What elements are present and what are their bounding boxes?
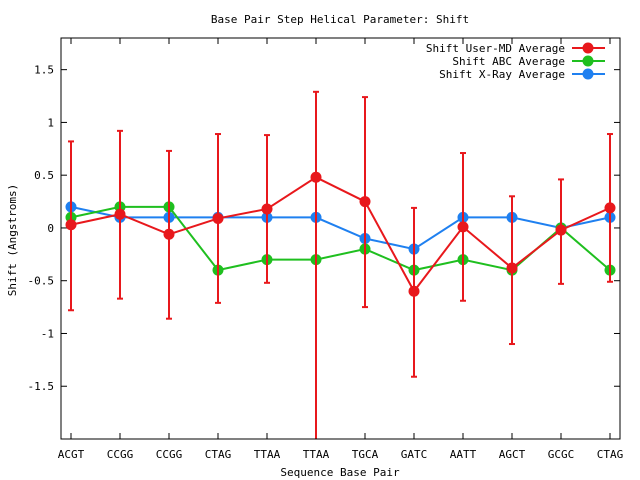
data-point [310,171,322,183]
x-tick-label: AATT [450,448,477,461]
x-axis-label: Sequence Base Pair [280,466,400,479]
tick-labels: -1.5 -1 -0.5 0 0.5 1 1.5 ACGT CCGG CCGG CTAG TTAA TT… [28,64,624,461]
y-tick-label: 0 [47,222,54,235]
y-tick-label: 1.5 [34,64,54,77]
y-tick-label: 1 [47,116,54,129]
x-tick-label: GATC [401,448,428,461]
legend-marker [582,42,594,54]
data-point [163,228,175,240]
y-tick-label: 0.5 [34,169,54,182]
data-point [212,212,224,224]
data-point [506,262,518,274]
legend-marker [582,68,594,80]
data-point [65,219,77,231]
axis-ticks [61,38,620,439]
x-tick-label: ACGT [58,448,85,461]
y-tick-label: -0.5 [28,275,55,288]
series-line [70,205,611,251]
legend-label: Shift User-MD Average [426,42,565,55]
x-tick-label: AGCT [499,448,526,461]
legend-label: Shift X-Ray Average [439,68,565,81]
plot-frame [60,37,621,440]
x-tick-label: CTAG [205,448,232,461]
data-point [114,208,126,220]
y-tick-label: -1.5 [28,380,55,393]
series-layer [65,90,616,439]
chart-title: Base Pair Step Helical Parameter: Shift [211,13,469,26]
x-tick-label: TGCA [352,448,379,461]
data-point [457,221,469,233]
y-axis-label: Shift (Angstroms) [6,184,19,297]
series-line [70,176,611,294]
x-tick-label: CTAG [597,448,624,461]
data-point [555,224,567,236]
legend-label: Shift ABC Average [452,55,565,68]
legend-marker [582,55,594,67]
x-tick-label: TTAA [303,448,330,461]
data-point [408,285,420,297]
y-tick-label: -1 [41,327,54,340]
x-tick-label: GCGC [548,448,575,461]
data-point [604,202,616,214]
x-tick-label: TTAA [254,448,281,461]
x-tick-label: CCGG [107,448,134,461]
series-line [70,205,611,272]
series-2 [65,201,616,276]
data-point [359,196,371,208]
series-1 [65,90,616,439]
series-3 [65,201,616,255]
x-tick-label: CCGG [156,448,183,461]
data-point [261,203,273,215]
